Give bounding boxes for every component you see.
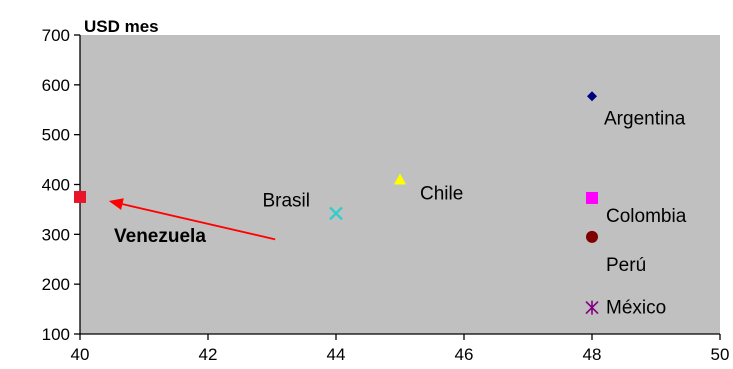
y-tick-label-500: 500 [42,126,70,145]
data-points [74,91,599,315]
brasil-label: Brasil [262,190,310,211]
x-tick-label-40: 40 [71,345,90,364]
peru-point [586,230,598,243]
x-tick-label-50: 50 [711,345,730,364]
annotations [108,198,276,241]
point-labels: Venezuela Brasil Chile Argentina Colombia Per… [114,108,687,318]
colombia-point [586,191,598,204]
y-tick-label-400: 400 [42,176,70,195]
venezuela-label: Venezuela [114,226,206,247]
brasil-point [329,206,343,221]
y-axis-ticks: 100 200 300 400 500 600 700 [42,26,80,344]
x-tick-label-48: 48 [583,345,602,364]
y-tick-label-200: 200 [42,275,70,294]
red-arrow-annotation [108,198,276,241]
x-tick-label-42: 42 [199,345,218,364]
x-tick-label-46: 46 [455,345,474,364]
y-tick-label-300: 300 [42,225,70,244]
colombia-label: Colombia [606,206,687,227]
y-tick-label-100: 100 [42,325,70,344]
x-axis-ticks: 40 42 44 46 48 50 [71,334,730,364]
mexico-label: México [606,298,666,319]
venezuela-point [74,190,86,203]
x-tick-label-44: 44 [327,345,346,364]
argentina-label: Argentina [604,108,686,129]
y-axis-title: USD mes [84,17,159,36]
peru-label: Perú [606,255,646,276]
chile-label: Chile [420,184,463,205]
mexico-point [585,300,599,315]
chile-point [394,173,406,185]
y-tick-label-700: 700 [42,26,70,45]
y-tick-label-600: 600 [42,76,70,95]
argentina-point [587,91,597,102]
